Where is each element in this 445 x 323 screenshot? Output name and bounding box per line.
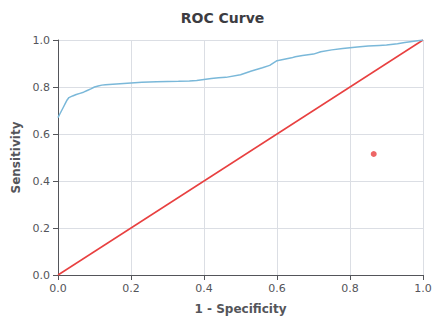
svg-text:0.8: 0.8 bbox=[341, 282, 359, 295]
svg-text:0.6: 0.6 bbox=[33, 128, 51, 141]
svg-text:0.4: 0.4 bbox=[195, 282, 213, 295]
svg-text:0.2: 0.2 bbox=[33, 222, 51, 235]
svg-text:1 - Specificity: 1 - Specificity bbox=[195, 302, 287, 316]
svg-text:0.0: 0.0 bbox=[33, 269, 51, 282]
svg-text:0.8: 0.8 bbox=[33, 81, 51, 94]
svg-text:0.2: 0.2 bbox=[122, 282, 140, 295]
svg-text:0.6: 0.6 bbox=[268, 282, 286, 295]
svg-text:Sensitivity: Sensitivity bbox=[9, 121, 23, 193]
svg-text:0.0: 0.0 bbox=[49, 282, 67, 295]
svg-text:1.0: 1.0 bbox=[414, 282, 432, 295]
svg-text:0.4: 0.4 bbox=[33, 175, 51, 188]
svg-text:ROC Curve: ROC Curve bbox=[181, 10, 265, 26]
svg-text:1.0: 1.0 bbox=[33, 34, 51, 47]
